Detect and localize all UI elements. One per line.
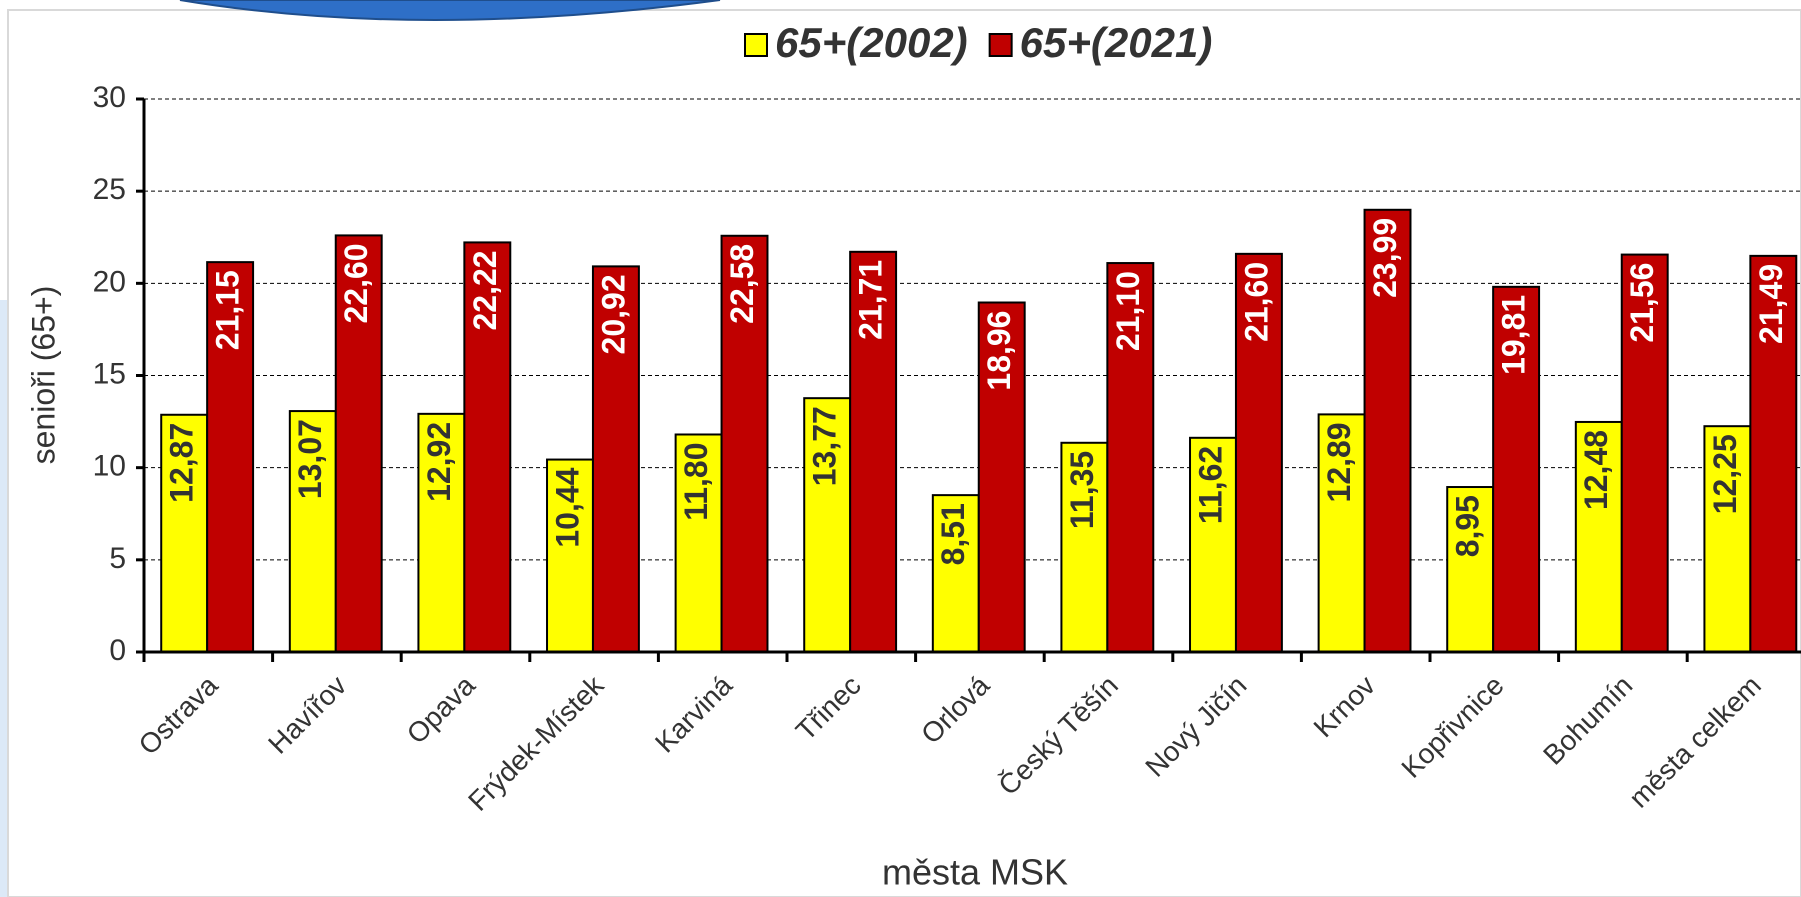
data-label: 21,15 <box>210 270 246 350</box>
bar <box>849 250 898 653</box>
top-decoration <box>179 0 721 21</box>
bar <box>463 241 512 653</box>
y-tick-label: 20 <box>93 265 126 298</box>
y-tick-label: 30 <box>93 81 126 114</box>
bar <box>546 458 594 653</box>
data-label: 10,44 <box>549 467 585 547</box>
y-tick-label: 5 <box>109 542 126 575</box>
bar <box>674 433 723 653</box>
legend-label: 65+(2002) <box>775 19 968 66</box>
x-axis-label: města MSK <box>882 852 1068 893</box>
legend-swatch <box>744 33 768 57</box>
data-label: 21,49 <box>1753 264 1789 344</box>
bar <box>206 261 255 653</box>
bar <box>591 265 640 653</box>
bar <box>720 234 769 653</box>
y-tick-label: 15 <box>93 357 126 390</box>
legend-label: 65+(2021) <box>1020 19 1213 66</box>
legend-swatch <box>988 33 1013 57</box>
data-label: 22,58 <box>724 244 760 324</box>
y-tick-label: 25 <box>93 173 126 206</box>
bar <box>931 494 980 653</box>
data-label: 22,22 <box>467 250 503 330</box>
data-label: 20,92 <box>595 274 631 354</box>
bar <box>334 234 383 653</box>
data-label: 8,51 <box>935 503 971 565</box>
data-label: 22,60 <box>338 243 374 323</box>
data-label: 12,87 <box>164 423 200 503</box>
data-label: 13,07 <box>292 419 328 499</box>
bar <box>1492 285 1541 653</box>
data-label: 13,77 <box>807 406 843 486</box>
data-label: 12,48 <box>1578 430 1614 510</box>
y-tick-label: 0 <box>109 634 126 667</box>
data-label: 11,62 <box>1192 446 1228 524</box>
bar <box>803 397 852 653</box>
bar <box>1060 441 1109 654</box>
bar <box>1749 254 1798 653</box>
bar <box>1574 420 1623 653</box>
data-label: 12,92 <box>421 422 457 502</box>
data-label: 21,10 <box>1110 271 1146 351</box>
data-label: 21,71 <box>853 260 889 340</box>
data-label: 21,60 <box>1238 262 1274 342</box>
data-label: 19,81 <box>1496 295 1532 375</box>
data-label: 8,95 <box>1450 495 1486 557</box>
bar <box>160 413 209 653</box>
bar <box>1363 208 1412 653</box>
data-label: 12,89 <box>1321 422 1357 502</box>
y-axis-label: senioři (65+) <box>25 286 61 465</box>
bar <box>417 412 466 653</box>
data-label: 23,99 <box>1367 218 1403 298</box>
y-tick-label: 10 <box>93 450 126 483</box>
data-label: 12,25 <box>1707 434 1743 514</box>
data-label: 11,35 <box>1064 451 1100 529</box>
data-label: 11,80 <box>678 442 714 520</box>
data-label: 18,96 <box>981 311 1017 391</box>
bar <box>977 301 1026 653</box>
data-label: 21,56 <box>1624 263 1660 343</box>
bar <box>1106 262 1155 653</box>
